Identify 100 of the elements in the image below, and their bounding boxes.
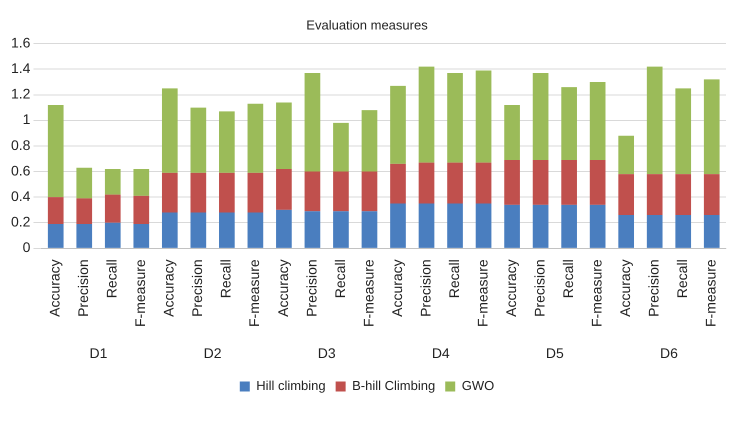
bar	[219, 212, 235, 248]
x-tick-label: Accuracy	[274, 259, 291, 317]
bar	[618, 174, 634, 216]
x-tick-label: Recall	[560, 259, 576, 298]
bar	[276, 210, 292, 248]
bar	[162, 172, 178, 212]
bar	[304, 172, 320, 212]
bar	[104, 194, 121, 223]
bar	[447, 162, 463, 204]
bar	[504, 105, 520, 160]
bar	[447, 73, 463, 163]
x-tick-label: F-measure	[246, 259, 262, 328]
text: D6	[660, 344, 678, 361]
x-tick-label: Precision	[189, 259, 206, 317]
bar	[76, 198, 92, 224]
y-tick-label: 0.8	[10, 136, 31, 153]
x-tick-label: Precision	[75, 259, 92, 317]
x-tick-label: F-measure	[474, 259, 490, 328]
bar	[362, 172, 378, 212]
legend-label: Hill climbing	[256, 378, 326, 394]
legend-label: GWO	[462, 378, 494, 394]
bar	[675, 174, 692, 216]
bar	[704, 174, 720, 216]
bar	[333, 211, 349, 248]
bar	[190, 212, 206, 248]
bar	[219, 111, 235, 173]
bar	[276, 168, 292, 210]
bar	[646, 215, 663, 248]
bar	[76, 224, 92, 248]
bar	[333, 172, 349, 212]
bar	[162, 212, 178, 248]
text: D3	[318, 344, 336, 361]
bar	[362, 211, 378, 248]
bar	[704, 215, 720, 248]
bar	[133, 168, 150, 196]
bar	[704, 79, 720, 174]
bar	[133, 196, 150, 224]
x-tick-label: Recall	[446, 259, 462, 298]
bar	[418, 162, 434, 204]
bar	[190, 108, 206, 173]
bar	[248, 212, 264, 248]
bar	[190, 172, 206, 212]
bar	[532, 204, 548, 248]
x-tick-label: F-measure	[588, 259, 605, 328]
bar	[104, 168, 121, 195]
bar	[418, 66, 434, 163]
bar	[532, 160, 548, 205]
bar	[590, 160, 606, 205]
y-tick-label: 0	[22, 239, 31, 256]
bar	[48, 224, 64, 248]
x-tick-label: F-measure	[132, 259, 148, 328]
bar	[162, 88, 178, 173]
bar	[418, 204, 434, 248]
y-tick-label: 0.2	[10, 214, 31, 230]
bar	[219, 172, 235, 212]
bar	[447, 204, 463, 248]
bar	[304, 73, 320, 172]
x-tick-label: Precision	[531, 259, 548, 317]
bar	[248, 172, 264, 212]
text: D1	[90, 344, 108, 361]
bar	[675, 215, 692, 248]
x-tick-label: Recall	[332, 259, 348, 298]
bar	[618, 215, 634, 248]
bar	[48, 105, 64, 198]
chart-title: Evaluation measures	[306, 17, 428, 32]
bar	[362, 110, 378, 172]
bar	[618, 136, 634, 174]
x-tick-label: Accuracy	[46, 259, 63, 317]
bar	[390, 164, 406, 204]
bar	[476, 162, 492, 204]
bar	[133, 224, 150, 248]
x-tick-label: Precision	[646, 259, 662, 317]
bar	[646, 66, 663, 174]
bar	[561, 87, 577, 160]
bar	[390, 86, 406, 164]
bar	[390, 204, 406, 248]
text: D2	[204, 344, 222, 361]
bar	[561, 204, 577, 248]
x-tick-label: Recall	[104, 259, 120, 298]
bar	[561, 160, 577, 205]
bar	[675, 88, 692, 174]
bar	[333, 122, 349, 172]
bar	[304, 211, 320, 248]
legend-label: B-hill Climbing	[352, 378, 436, 394]
bar	[646, 174, 663, 216]
text: D4	[432, 344, 450, 361]
x-tick-label: F-measure	[702, 259, 719, 328]
x-tick-label: Precision	[417, 259, 434, 317]
x-tick-label: Accuracy	[160, 259, 177, 317]
x-tick-label: Accuracy	[502, 259, 519, 317]
x-tick-label: Accuracy	[388, 259, 405, 317]
y-tick-label: 0.6	[10, 162, 31, 178]
bar	[248, 104, 264, 173]
bar	[532, 73, 548, 160]
y-tick-label: 1.6	[10, 34, 31, 50]
x-tick-label: Accuracy	[617, 259, 634, 317]
bar	[104, 222, 121, 248]
bar	[48, 197, 64, 224]
bar	[504, 204, 520, 248]
x-tick-label: Recall	[218, 259, 234, 298]
